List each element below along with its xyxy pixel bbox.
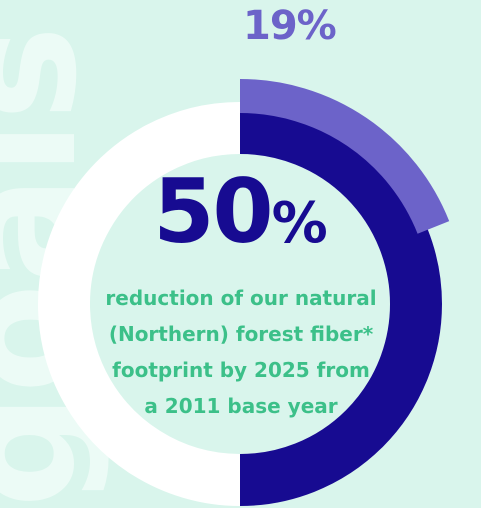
center-caption: reduction of our natural (Northern) fore… [60, 280, 422, 424]
center-value: 50 [153, 160, 273, 263]
caption-line-4: a 2011 base year [144, 394, 338, 418]
caption-line-1: reduction of our natural [105, 286, 377, 310]
donut-segment-19-percent [239, 79, 450, 234]
caption-line-2: (Northern) forest fiber* [108, 322, 374, 346]
caption-line-3: footprint by 2025 from [112, 358, 370, 382]
top-percentage-label: 19% [243, 3, 337, 49]
center-unit: % [271, 191, 328, 256]
center-big-number: 50% [0, 168, 481, 256]
donut-segment-50-percent [239, 102, 442, 506]
